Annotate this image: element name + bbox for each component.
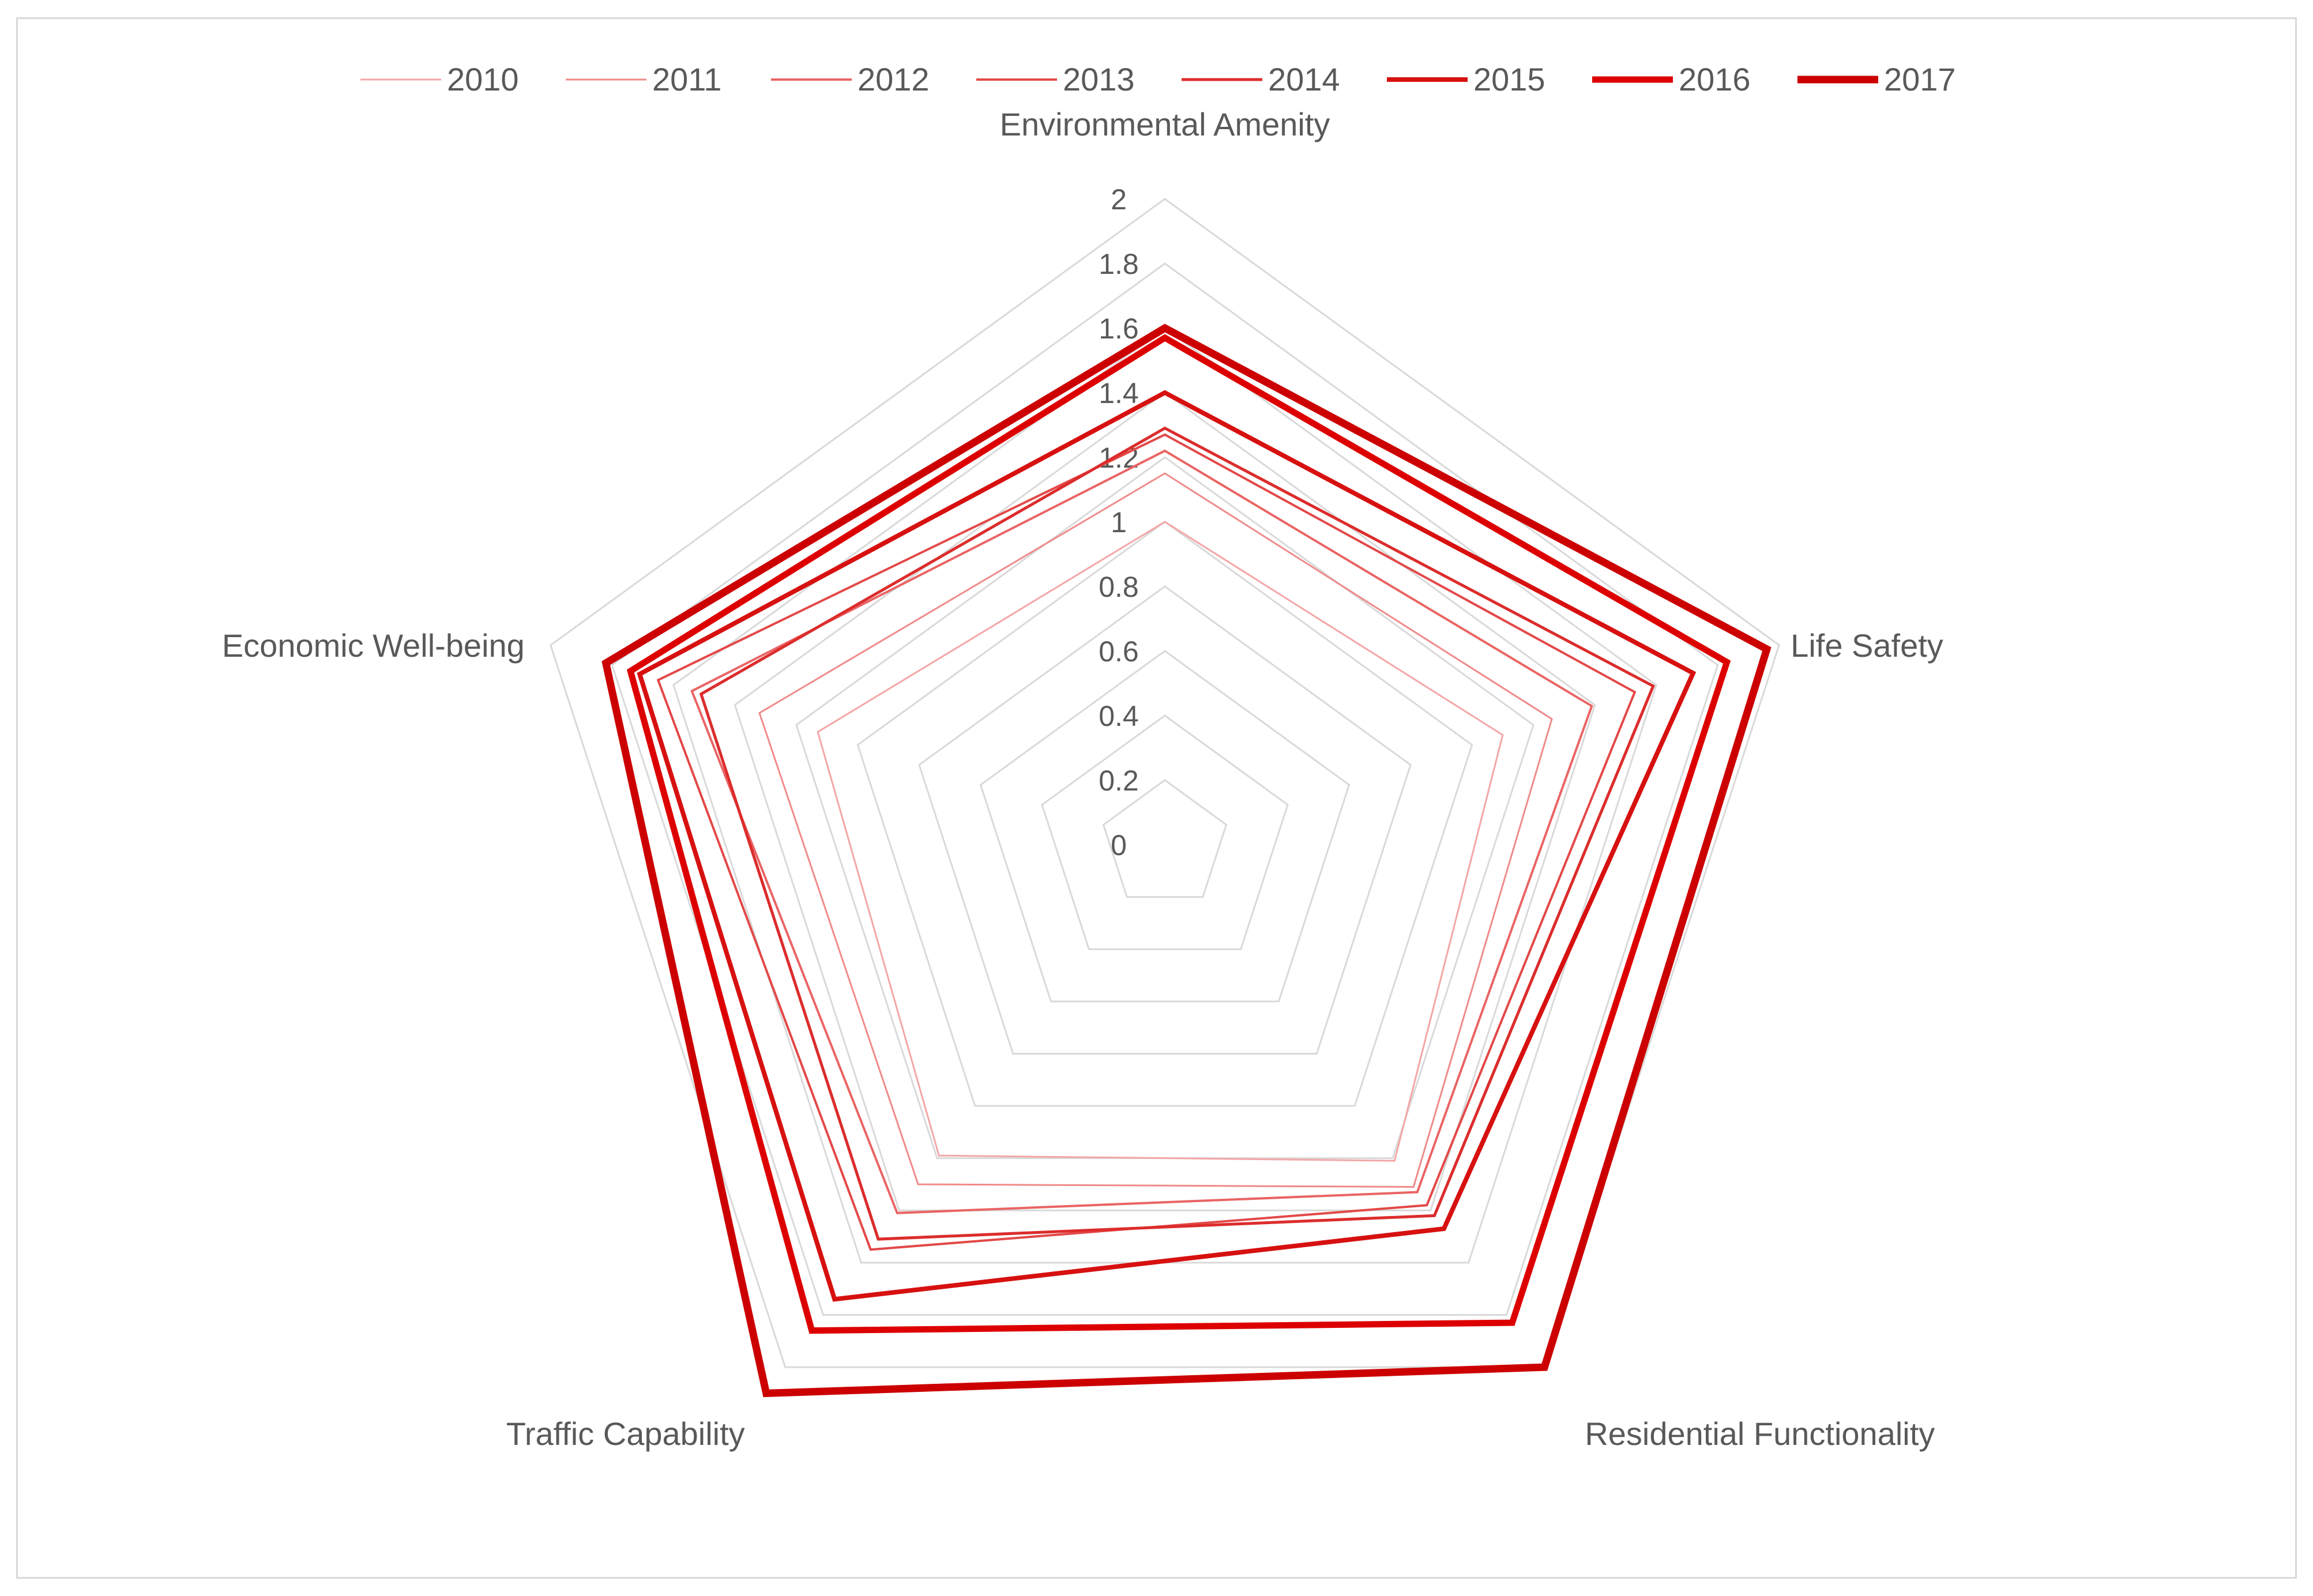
series-line-2011 <box>758 472 1553 1188</box>
axis-labels: Environmental Amenity Life Safety Resident… <box>222 106 1943 1452</box>
axis-label-environmental-amenity: Environmental Amenity <box>1000 106 1330 142</box>
tick-label-9: 1.8 <box>1099 248 1139 280</box>
tick-label-2: 0.4 <box>1099 700 1139 732</box>
tick-label-7: 1.4 <box>1099 377 1139 409</box>
legend: 2010 2011 2012 2013 2014 2015 2016 2017 <box>360 61 1956 97</box>
gridline-ring-10 <box>550 198 1780 1368</box>
legend-label-2014: 2014 <box>1268 61 1340 97</box>
gridline-ring-9 <box>611 262 1719 1316</box>
gridline-ring-7 <box>734 392 1596 1211</box>
data-series <box>601 323 1772 1398</box>
legend-label-2012: 2012 <box>857 61 930 97</box>
series-line-2014 <box>699 426 1655 1241</box>
gridline-ring-5 <box>856 521 1473 1107</box>
gridline-ring-4 <box>918 585 1412 1055</box>
tick-label-3: 0.6 <box>1099 635 1139 668</box>
axis-label-life-safety: Life Safety <box>1791 627 1943 664</box>
axis-label-residential-functionality: Residential Functionality <box>1585 1416 1935 1452</box>
gridline-ring-2 <box>1041 714 1289 950</box>
series-line-2010 <box>817 521 1504 1162</box>
legend-label-2016: 2016 <box>1679 61 1751 97</box>
legend-label-2011: 2011 <box>652 61 721 97</box>
radial-tick-labels: 00.20.40.60.811.21.41.61.82 <box>1099 183 1139 861</box>
legend-label-2010: 2010 <box>447 61 519 97</box>
series-line-2016 <box>626 334 1731 1334</box>
tick-label-1: 0.2 <box>1099 765 1139 797</box>
gridline-ring-3 <box>979 650 1351 1003</box>
tick-label-8: 1.6 <box>1099 313 1139 345</box>
legend-label-2015: 2015 <box>1473 61 1545 97</box>
tick-label-10: 2 <box>1111 183 1127 216</box>
legend-label-2017: 2017 <box>1884 61 1956 97</box>
series-line-2015 <box>637 390 1697 1302</box>
gridline-ring-1 <box>1102 779 1228 898</box>
chart-frame <box>16 17 2297 1579</box>
gridline-ring-8 <box>672 327 1657 1264</box>
tick-label-5: 1 <box>1111 506 1127 539</box>
series-line-2012 <box>690 449 1593 1214</box>
tick-label-4: 0.8 <box>1099 571 1139 603</box>
tick-label-0: 0 <box>1111 829 1127 861</box>
axis-label-traffic-capability: Traffic Capability <box>506 1416 745 1452</box>
legend-label-2013: 2013 <box>1063 61 1135 97</box>
series-line-2017 <box>601 323 1772 1398</box>
axis-label-economic-well-being: Economic Well-being <box>222 627 525 664</box>
